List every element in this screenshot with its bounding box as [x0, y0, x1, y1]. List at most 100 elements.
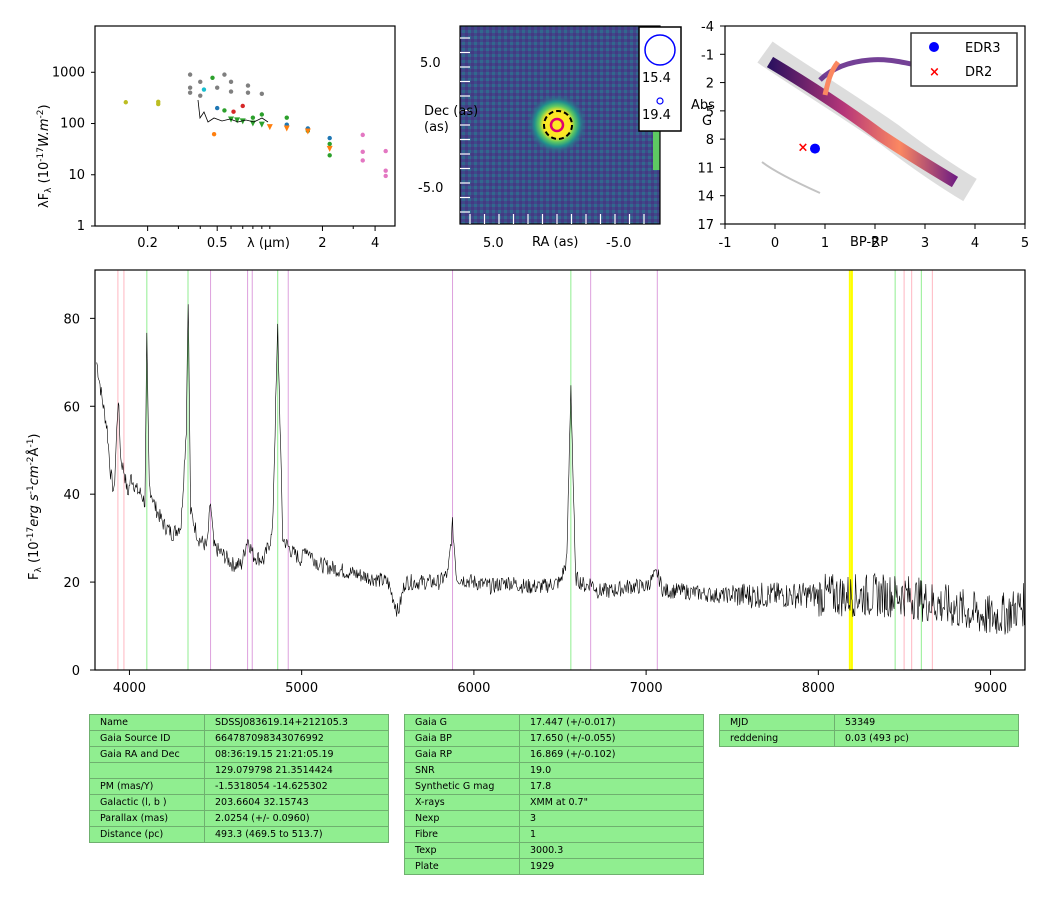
hr-axes: -4 -1 2 5 8 11 14 17 -1 0 1 2 3 4 5	[697, 20, 1029, 251]
mag-legend-faint: 19.4	[642, 108, 671, 123]
hr-ytick-label: 5	[706, 105, 714, 120]
hr-point-dr2: ×	[798, 141, 809, 156]
info-row: Name SDSSJ083619.14+212105.3	[89, 714, 389, 731]
hr-ytick-label: -4	[701, 20, 714, 35]
mag-legend: 15.4 19.4	[638, 26, 682, 132]
info-value: 1929	[519, 858, 704, 875]
info-value: 664787098343076992	[204, 730, 389, 747]
info-value: 129.079798 21.3514424	[204, 762, 389, 779]
hr-ytick-label: 14	[697, 190, 714, 205]
sed-x-label: λ (µm)	[247, 236, 290, 251]
info-value: 16.869 (+/-0.102)	[519, 746, 704, 763]
info-row: Gaia RA and Dec 08:36:19.15 21:21:05.19	[89, 746, 389, 763]
sed-upper-limit	[266, 124, 273, 131]
info-row: Texp 3000.3	[404, 842, 704, 859]
image-x-label: RA (as)	[532, 235, 578, 250]
hr-white-dwarf-sequence	[761, 161, 821, 194]
sed-point	[383, 148, 388, 154]
sed-xtick-label: 4	[371, 236, 379, 251]
spectrum-y-label: Fλ (10-17erg s-1cm-2Å-1)	[26, 433, 44, 580]
hr-xtick-label: 4	[971, 236, 979, 251]
hr-xtick-label: 2	[871, 236, 879, 251]
info-key: Plate	[404, 858, 520, 875]
info-value: 3000.3	[519, 842, 704, 859]
sed-point	[214, 105, 220, 111]
sed-point	[245, 83, 251, 88]
sed-xtick-label: 2	[318, 236, 326, 251]
hr-panel: × -4 -1 2 5 8 11 14 17 -1 0 1 2 3 4 5 Abs G BP-RP EDR3 …	[691, 20, 1029, 251]
hr-legend-edr3-marker	[929, 42, 939, 52]
sed-point	[156, 99, 161, 105]
hr-xtick-label: 3	[921, 236, 929, 251]
sed-point	[327, 141, 332, 147]
sed-point	[284, 115, 289, 120]
sed-marks	[123, 72, 388, 179]
sed-point	[327, 135, 332, 141]
info-table-middle: Gaia G 17.447 (+/-0.017) Gaia BP 17.650 (+/…	[404, 714, 704, 875]
info-row: Nexp 3	[404, 810, 704, 827]
info-value: XMM at 0.7"	[519, 794, 704, 811]
hr-y-label: Abs G	[691, 98, 715, 129]
sed-point	[228, 89, 234, 94]
info-key: Gaia RA and Dec	[89, 746, 205, 763]
image-xtick-1: 5.0	[483, 236, 504, 251]
spectrum-series-line	[96, 304, 1025, 635]
info-key	[89, 762, 205, 779]
info-value: 2.0254 (+/- 0.0960)	[204, 810, 389, 827]
info-value: 1	[519, 826, 704, 843]
sed-point	[383, 168, 388, 173]
hr-point-edr3	[810, 143, 820, 154]
info-key: Gaia BP	[404, 730, 520, 747]
info-row: Fibre 1	[404, 826, 704, 843]
spectrum-xtick-label: 8000	[802, 681, 835, 696]
spectral-line-markers	[117, 270, 933, 670]
hr-legend-dr2-marker: ×	[929, 65, 940, 80]
target-marker	[549, 117, 565, 133]
info-key: Synthetic G mag	[404, 778, 520, 795]
spectrum-panel: 0 20 40 60 80 4000 5000 6000 7000 8000 9000 Fλ (10…	[26, 269, 1026, 696]
hr-x-label: BP-RP	[850, 235, 888, 250]
image-ticks	[460, 37, 645, 224]
sed-point	[360, 132, 365, 138]
spectrum-ytick-label: 20	[63, 576, 80, 591]
sed-upper-limit	[234, 117, 241, 124]
info-key: Gaia Source ID	[89, 730, 205, 747]
hr-ytick-label: -1	[701, 48, 714, 63]
sed-upper-limit	[304, 128, 311, 135]
sed-ytick-label: 100	[60, 117, 85, 132]
hr-legend-edr3: EDR3	[965, 41, 1001, 56]
spectrum-ytick-label: 60	[63, 400, 80, 415]
hr-ytick-label: 2	[706, 77, 714, 92]
info-row: Gaia Source ID 664787098343076992	[89, 730, 389, 747]
sed-point	[360, 149, 365, 155]
info-value: SDSSJ083619.14+212105.3	[204, 714, 389, 731]
sed-point	[383, 173, 388, 179]
hr-xtick-label: 5	[1021, 236, 1029, 251]
hr-legend: EDR3 × DR2	[910, 32, 1018, 87]
star-source	[527, 94, 587, 154]
hr-main-sequence	[766, 56, 959, 188]
hr-turnoff	[822, 60, 840, 96]
sed-upper-limit	[258, 121, 265, 128]
info-value: 19.0	[519, 762, 704, 779]
sed-ytick-label: 1000	[52, 65, 85, 80]
image-edge-source	[653, 130, 660, 170]
sed-point	[187, 85, 193, 90]
sed-point	[123, 100, 128, 105]
sed-point	[198, 79, 203, 85]
info-row: Gaia RP 16.869 (+/-0.102)	[404, 746, 704, 763]
info-row: Gaia G 17.447 (+/-0.017)	[404, 714, 704, 731]
info-row: MJD 53349	[719, 714, 1019, 731]
info-value: 3	[519, 810, 704, 827]
sed-xtick-label: 0.2	[137, 236, 158, 251]
sed-point	[245, 90, 251, 95]
info-value: 0.03 (493 pc)	[834, 730, 1019, 747]
info-table-right: MJD 53349 reddening 0.03 (493 pc)	[719, 714, 1019, 747]
info-row: X-rays XMM at 0.7"	[404, 794, 704, 811]
info-value: 17.8	[519, 778, 704, 795]
spectrum-xtick-label: 6000	[457, 681, 490, 696]
info-key: Fibre	[404, 826, 520, 843]
sed-ytick-label: 1	[77, 219, 85, 234]
image-ytick-1: 5.0	[420, 56, 441, 71]
